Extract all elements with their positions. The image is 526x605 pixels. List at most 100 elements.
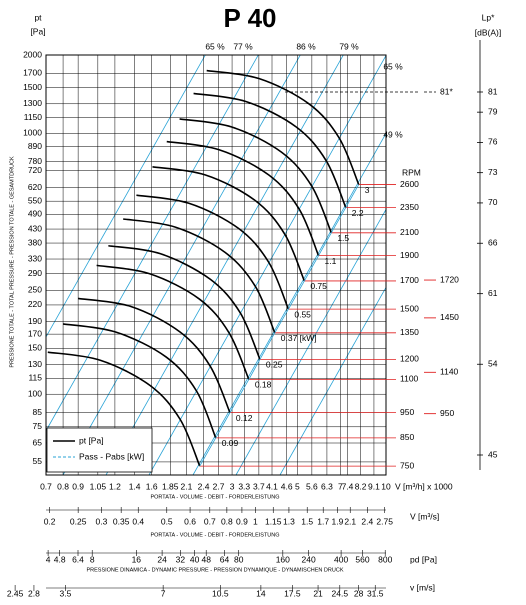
scale-tick-label: 2.4	[361, 516, 373, 526]
y-tick-label: 1150	[24, 112, 43, 122]
legend-label: pt [Pa]	[79, 435, 104, 445]
fan-curve	[179, 118, 333, 234]
scale-tick-label: 160	[276, 554, 290, 564]
scale-tick-label: 28	[354, 588, 364, 598]
scale-tick-label: 560	[355, 554, 369, 564]
efficiency-line	[279, 286, 386, 475]
scale-tick-label: 0.25	[70, 516, 87, 526]
scale-tick-label: 7	[161, 588, 166, 598]
scale-tick-label: 1	[253, 516, 258, 526]
efficiency-label: 77 %	[233, 41, 253, 51]
lp-note-label: 81*	[440, 86, 453, 96]
power-label: 0.09	[222, 438, 239, 448]
scale-tick-label: 240	[302, 554, 316, 564]
x-tick-label: 2.1	[181, 481, 193, 491]
scale-tick-label: 0.2	[44, 516, 56, 526]
y-tick-label: 100	[28, 388, 42, 398]
x-tick-label: 5.6	[306, 481, 318, 491]
x-tick-label: 7.4	[342, 481, 354, 491]
scale-tick-label: 1.5	[301, 516, 313, 526]
lp-tick-label: 81	[488, 86, 498, 96]
scale-tick-label: 80	[234, 554, 244, 564]
fan-curve	[136, 194, 290, 310]
power-line	[199, 184, 360, 467]
y-tick-label: 550	[28, 195, 42, 205]
scale-tick-label: 1.9	[332, 516, 344, 526]
lp-marker-label: 1720	[440, 274, 459, 284]
x-tick-label: 5	[295, 481, 300, 491]
fan-curve	[96, 264, 250, 380]
scale-tick-label: 2.8	[28, 588, 40, 598]
scale-tick-label: 64	[220, 554, 230, 564]
efficiency-line	[148, 55, 386, 475]
y-tick-label: 85	[33, 407, 43, 417]
scale-tick-label: 10.5	[212, 588, 229, 598]
scale-tick-label: 0.6	[184, 516, 196, 526]
x-caption: PORTATA - VOLUME - DEBIT - FORDERLEISTUN…	[150, 494, 279, 500]
efficiency-label: 86 %	[296, 41, 316, 51]
rpm-tick-label: 1500	[400, 303, 419, 313]
scale-caption: PRESSIONE DINAMICA - DYNAMIC PRESSURE - …	[86, 567, 343, 573]
fan-curve	[123, 218, 276, 334]
rpm-tick-label: 1200	[400, 354, 419, 364]
y-tick-label: 430	[28, 223, 42, 233]
power-label: 0.25	[266, 360, 283, 370]
efficiency-label: 49 %	[383, 129, 403, 139]
x-tick-label: 7	[338, 481, 343, 491]
power-label: 0.12	[236, 413, 253, 423]
x-tick-label: 2.7	[213, 481, 225, 491]
efficiency-line	[46, 55, 206, 338]
fan-curve	[166, 140, 320, 256]
x-label: V [m³/h] x 1000	[395, 481, 453, 491]
scale-tick-label: 400	[334, 554, 348, 564]
scale-tick-label: 24	[157, 554, 167, 564]
efficiency-label: 65 %	[205, 41, 225, 51]
y-tick-label: 290	[28, 268, 42, 278]
scale-tick-label: 0.4	[132, 516, 144, 526]
rpm-tick-label: 2350	[400, 202, 419, 212]
power-label: 0.75	[310, 281, 327, 291]
y-tick-label: 55	[33, 456, 43, 466]
scale-label: v [m/s]	[410, 582, 435, 592]
y-tick-label: 250	[28, 285, 42, 295]
scale-tick-label: 0.7	[204, 516, 216, 526]
x-tick-label: 1.6	[146, 481, 158, 491]
rpm-tick-label: 2600	[400, 179, 419, 189]
lp-marker-label: 950	[440, 408, 454, 418]
lp-marker-label: 1140	[440, 367, 459, 377]
scale-tick-label: 6.4	[72, 554, 84, 564]
lp-tick-label: 70	[488, 197, 498, 207]
y-tick-label: 150	[28, 343, 42, 353]
x-tick-label: 3.3	[238, 481, 250, 491]
legend-box	[46, 427, 153, 473]
scale-tick-label: 3.5	[59, 588, 71, 598]
lp-marker-label: 1450	[440, 312, 459, 322]
x-tick-label: 4.1	[266, 481, 278, 491]
fan-curve	[62, 323, 217, 439]
scale-tick-label: 800	[378, 554, 392, 564]
efficiency-label: 65 %	[383, 61, 403, 71]
scale-tick-label: 1.3	[283, 516, 295, 526]
lp-tick-label: 61	[488, 288, 498, 298]
rpm-label: RPM	[402, 167, 421, 177]
fan-curve	[152, 166, 306, 282]
efficiency-line	[192, 132, 386, 475]
legend-label: Pass - Pabs [kW]	[79, 451, 144, 461]
x-tick-label: 9.1	[368, 481, 380, 491]
x-tick-label: 1.05	[90, 481, 107, 491]
y-tick-label: 620	[28, 182, 42, 192]
efficiency-line	[235, 208, 386, 475]
x-tick-label: 1.2	[109, 481, 121, 491]
x-tick-label: 10	[381, 481, 391, 491]
x-tick-label: 8.2	[355, 481, 367, 491]
scale-tick-label: 16	[132, 554, 142, 564]
lp-tick-label: 73	[488, 167, 498, 177]
power-label: 0.37 [kW]	[281, 333, 317, 343]
efficiency-line	[105, 55, 344, 475]
power-label: 0.18	[255, 380, 272, 390]
x-tick-label: 3	[230, 481, 235, 491]
rpm-tick-label: 1700	[400, 275, 419, 285]
power-label: 2.2	[352, 208, 364, 218]
